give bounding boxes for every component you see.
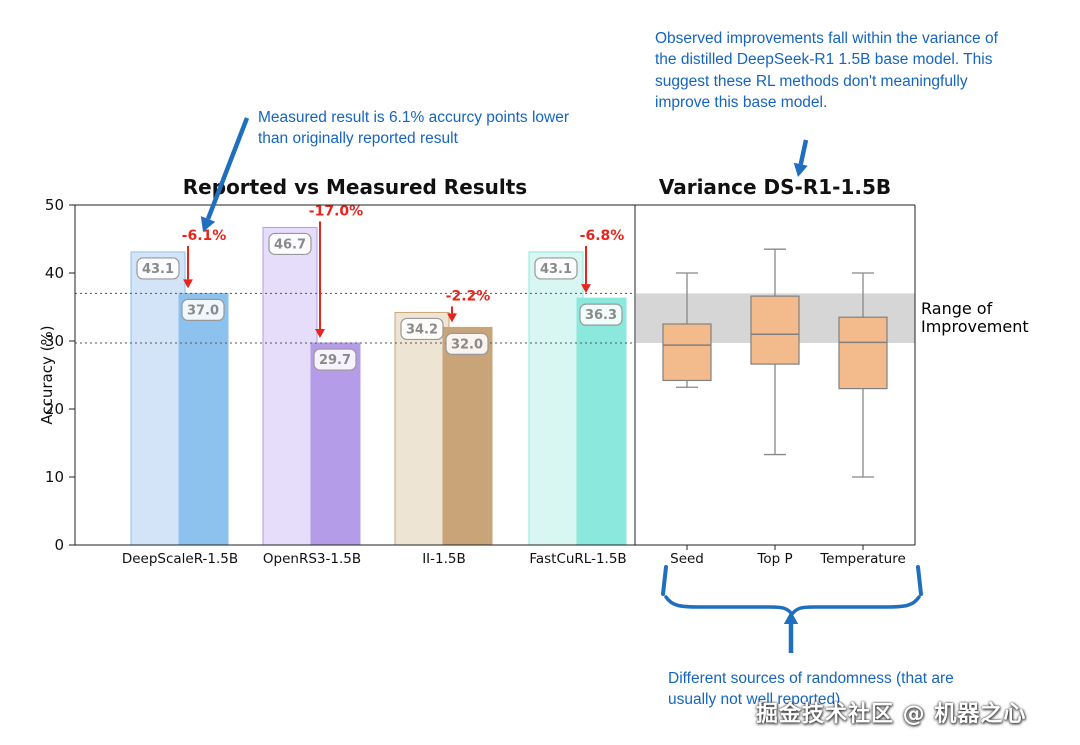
- box-category-label: Top P: [756, 551, 792, 567]
- value-label-box: [400, 317, 444, 341]
- y-tick-label: 20: [45, 400, 64, 418]
- left-chart-title: Reported vs Measured Results: [183, 175, 527, 199]
- bar-category-label: OpenRS3-1.5B: [263, 551, 361, 567]
- y-axis-label: Accuracy (%): [38, 325, 56, 424]
- value-label-box: [534, 257, 578, 280]
- value-label: 43.1: [540, 262, 572, 277]
- y-tick-label: 30: [45, 332, 64, 350]
- callout-arrow-right-head: [793, 162, 808, 177]
- y-tick-label: 40: [45, 264, 64, 282]
- range-of-improvement-label: Range of Improvement: [921, 299, 1029, 337]
- delta-arrow-head: [183, 279, 193, 289]
- reported-bar: [130, 251, 186, 546]
- callout-arrow-right-shaft: [798, 139, 809, 165]
- value-label-box: [579, 303, 623, 326]
- callout-arrow-left-head: [200, 216, 216, 232]
- delta-label: -6.1%: [182, 228, 227, 244]
- measured-bar: [310, 342, 361, 546]
- delta-arrow-head: [315, 329, 325, 339]
- box-category-label: Seed: [670, 551, 704, 567]
- delta-label: -2.2%: [446, 288, 491, 304]
- reported-bar: [394, 311, 450, 546]
- value-label: 37.0: [187, 303, 219, 318]
- measured-bar: [576, 297, 627, 546]
- curly-brace: [664, 595, 921, 617]
- callout-arrow-up-head: [783, 611, 799, 624]
- delta-label: -17.0%: [309, 203, 363, 219]
- value-label-box: [313, 348, 357, 371]
- box-category-label: Temperature: [819, 551, 906, 567]
- reported-bar: [528, 251, 584, 546]
- value-label: 43.1: [142, 262, 174, 277]
- value-label-box: [181, 298, 225, 321]
- value-label-box: [136, 257, 180, 280]
- reported-bar: [262, 226, 318, 546]
- value-label-box: [268, 232, 312, 256]
- delta-arrow-head: [581, 284, 591, 294]
- y-tick-label: 50: [45, 196, 64, 214]
- y-tick-label: 10: [45, 468, 64, 486]
- value-label: 34.2: [406, 322, 438, 337]
- box: [838, 316, 888, 390]
- y-tick-label: 0: [54, 536, 64, 554]
- box: [662, 323, 712, 382]
- measured-bar: [178, 292, 229, 546]
- bracket-right: [916, 565, 923, 596]
- box: [750, 295, 800, 365]
- delta-label: -6.8%: [580, 228, 625, 244]
- value-label: 46.7: [274, 237, 306, 252]
- value-label: 29.7: [319, 353, 351, 368]
- callout-arrow-left-shaft: [205, 117, 250, 220]
- right-chart-title: Variance DS-R1-1.5B: [659, 175, 891, 199]
- annotation-variance-note: Observed improvements fall within the va…: [655, 30, 998, 112]
- value-label: 36.3: [585, 308, 617, 323]
- measured-bar: [442, 326, 493, 546]
- bar-category-label: FastCuRL-1.5B: [529, 551, 626, 567]
- value-label: 32.0: [451, 337, 483, 352]
- annotation-randomness-note: Different sources of randomness (that ar…: [668, 670, 954, 709]
- bracket-left: [661, 565, 668, 596]
- annotation-measured-note: Measured result is 6.1% accurcy points l…: [258, 109, 569, 148]
- watermark: 掘金技术社区 @ 机器之心: [756, 702, 1027, 727]
- bar-category-label: II-1.5B: [422, 551, 466, 567]
- bar-category-label: DeepScaleR-1.5B: [122, 551, 238, 567]
- value-label-box: [445, 332, 489, 355]
- delta-arrow-head: [447, 313, 457, 323]
